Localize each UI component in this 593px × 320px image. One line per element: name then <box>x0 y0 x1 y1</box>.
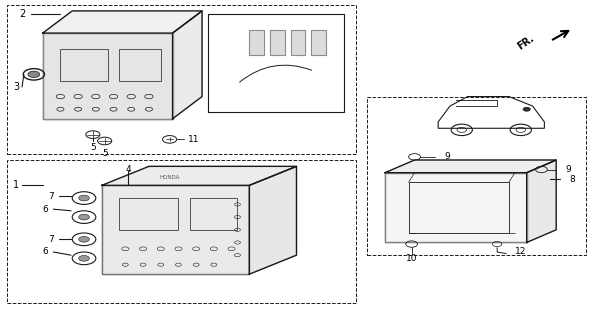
Circle shape <box>79 255 90 261</box>
Text: 10: 10 <box>406 254 417 263</box>
Polygon shape <box>102 166 296 185</box>
Polygon shape <box>270 30 285 55</box>
Polygon shape <box>173 11 202 119</box>
Polygon shape <box>249 166 296 274</box>
Text: 3: 3 <box>13 82 19 92</box>
Circle shape <box>79 236 90 242</box>
Text: 8: 8 <box>570 174 576 184</box>
Circle shape <box>79 214 90 220</box>
Polygon shape <box>291 30 305 55</box>
Bar <box>102 185 249 274</box>
Bar <box>119 49 161 81</box>
Text: 11: 11 <box>187 135 199 144</box>
Bar <box>270 30 285 55</box>
Text: 7: 7 <box>49 192 55 201</box>
Text: 6: 6 <box>43 205 49 214</box>
Circle shape <box>79 195 90 201</box>
Bar <box>190 198 237 230</box>
Bar <box>119 198 178 230</box>
Polygon shape <box>249 30 264 55</box>
Text: 9: 9 <box>444 152 450 161</box>
Text: HONDA: HONDA <box>160 175 180 180</box>
Bar <box>43 33 173 119</box>
Bar <box>311 30 326 55</box>
Text: 5: 5 <box>102 149 107 158</box>
Polygon shape <box>43 33 173 119</box>
Text: 1: 1 <box>13 180 19 190</box>
Polygon shape <box>102 185 249 274</box>
Text: FR.: FR. <box>515 33 535 52</box>
Bar <box>385 173 527 243</box>
Bar <box>249 30 264 55</box>
Bar <box>60 49 107 81</box>
Polygon shape <box>527 160 556 243</box>
Text: 4: 4 <box>126 165 131 174</box>
Text: 2: 2 <box>19 9 25 19</box>
Text: 7: 7 <box>49 235 55 244</box>
Bar <box>291 30 305 55</box>
Text: 9: 9 <box>565 165 571 174</box>
Polygon shape <box>385 160 556 173</box>
Text: 12: 12 <box>515 247 527 257</box>
Polygon shape <box>43 11 202 33</box>
Circle shape <box>28 71 40 77</box>
Polygon shape <box>385 173 527 243</box>
Text: 6: 6 <box>43 247 49 257</box>
Polygon shape <box>311 30 326 55</box>
Text: 5: 5 <box>90 143 95 152</box>
Circle shape <box>523 107 530 111</box>
Bar <box>409 182 509 233</box>
